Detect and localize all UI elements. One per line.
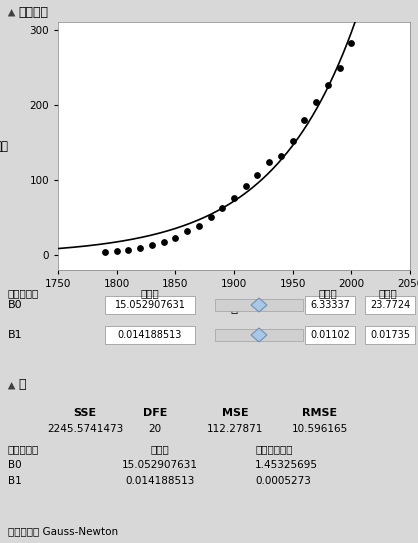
FancyBboxPatch shape bbox=[365, 296, 415, 314]
Text: 近似標準誤差: 近似標準誤差 bbox=[255, 444, 293, 454]
Text: ◀: ◀ bbox=[6, 381, 16, 389]
Text: パラメータ: パラメータ bbox=[8, 288, 39, 298]
Text: B0: B0 bbox=[8, 300, 23, 310]
Text: 0.014188513: 0.014188513 bbox=[118, 330, 182, 340]
Text: 2245.5741473: 2245.5741473 bbox=[47, 424, 123, 434]
Point bbox=[125, 245, 132, 254]
FancyBboxPatch shape bbox=[105, 296, 195, 314]
Text: 1.45325695: 1.45325695 bbox=[255, 460, 318, 470]
Text: 解: 解 bbox=[19, 378, 26, 392]
Point bbox=[196, 222, 202, 230]
Point bbox=[254, 171, 261, 180]
Text: 112.27871: 112.27871 bbox=[207, 424, 263, 434]
Point bbox=[172, 233, 178, 242]
Point bbox=[148, 241, 155, 250]
Point bbox=[102, 248, 108, 256]
Text: 人口: 人口 bbox=[0, 140, 9, 153]
Text: 推定値: 推定値 bbox=[140, 288, 159, 298]
Text: B0: B0 bbox=[8, 460, 22, 470]
Text: ◀: ◀ bbox=[6, 8, 16, 16]
Text: 10.596165: 10.596165 bbox=[292, 424, 348, 434]
Text: 20: 20 bbox=[148, 424, 162, 434]
FancyBboxPatch shape bbox=[105, 326, 195, 344]
Point bbox=[137, 243, 143, 252]
FancyBboxPatch shape bbox=[215, 299, 303, 311]
Text: パラメータ: パラメータ bbox=[8, 444, 39, 454]
Point bbox=[266, 158, 273, 167]
Polygon shape bbox=[251, 298, 267, 312]
Text: MSE: MSE bbox=[222, 408, 248, 418]
FancyBboxPatch shape bbox=[215, 329, 303, 341]
Point bbox=[301, 116, 308, 124]
Polygon shape bbox=[251, 328, 267, 342]
Text: 23.7724: 23.7724 bbox=[370, 300, 410, 310]
Point bbox=[219, 203, 226, 212]
Text: 0.014188513: 0.014188513 bbox=[125, 476, 195, 486]
FancyBboxPatch shape bbox=[305, 326, 355, 344]
Point bbox=[160, 238, 167, 247]
Text: 推定値: 推定値 bbox=[150, 444, 169, 454]
Point bbox=[242, 181, 249, 190]
Text: 15.052907631: 15.052907631 bbox=[115, 300, 186, 310]
Point bbox=[231, 193, 237, 202]
Text: B1: B1 bbox=[8, 330, 23, 340]
Text: 0.0005273: 0.0005273 bbox=[255, 476, 311, 486]
Point bbox=[313, 98, 319, 106]
Text: 最小値: 最小値 bbox=[319, 288, 337, 298]
Text: RMSE: RMSE bbox=[303, 408, 338, 418]
Text: 最大値: 最大値 bbox=[379, 288, 398, 298]
Text: 0.01735: 0.01735 bbox=[370, 330, 410, 340]
Point bbox=[324, 80, 331, 89]
FancyBboxPatch shape bbox=[305, 296, 355, 314]
Point bbox=[289, 137, 296, 146]
FancyBboxPatch shape bbox=[365, 326, 415, 344]
Text: DFE: DFE bbox=[143, 408, 167, 418]
Point bbox=[278, 151, 284, 160]
Text: プロット: プロット bbox=[19, 5, 49, 18]
Text: 解法：解析 Gauss-Newton: 解法：解析 Gauss-Newton bbox=[8, 526, 118, 536]
Point bbox=[348, 39, 355, 48]
Text: 6.33337: 6.33337 bbox=[310, 300, 350, 310]
Point bbox=[113, 247, 120, 255]
Text: B1: B1 bbox=[8, 476, 22, 486]
Text: SSE: SSE bbox=[74, 408, 97, 418]
Point bbox=[184, 227, 191, 236]
Point bbox=[336, 64, 343, 72]
Text: 0.01102: 0.01102 bbox=[310, 330, 350, 340]
Point bbox=[207, 213, 214, 222]
Text: 年: 年 bbox=[230, 302, 237, 315]
Text: 15.052907631: 15.052907631 bbox=[122, 460, 198, 470]
